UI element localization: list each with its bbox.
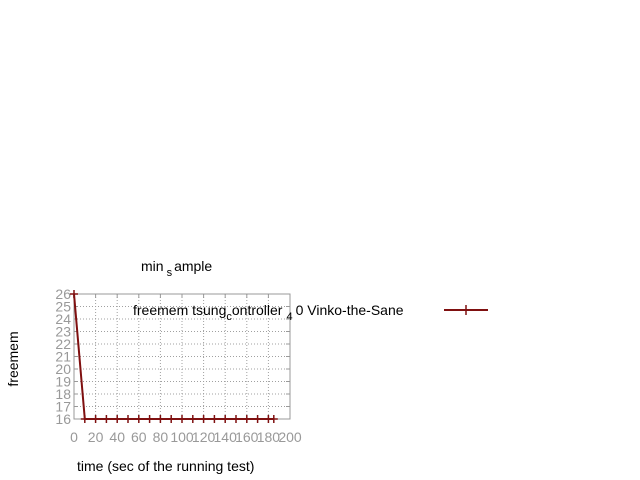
legend: freemem tsungcontroller 4 0 Vinko-the-Sane: [133, 302, 488, 323]
data-point: [124, 415, 132, 423]
y-tick-label: 17: [55, 399, 71, 415]
y-tick-label: 21: [55, 349, 71, 365]
x-tick-label: 100: [170, 429, 194, 445]
data-point: [80, 415, 89, 423]
y-tick-label: 20: [55, 361, 71, 377]
data-point: [210, 415, 219, 423]
x-tick-label: 60: [131, 429, 147, 445]
x-tick-label: 20: [88, 429, 104, 445]
data-point: [221, 415, 230, 423]
x-tick-label: 0: [70, 429, 78, 445]
data-point: [242, 415, 251, 423]
x-tick-label: 140: [214, 429, 238, 445]
y-tick-label: 24: [55, 311, 71, 327]
data-point: [145, 415, 154, 423]
data-point: [134, 415, 143, 423]
x-tick-label: 160: [235, 429, 259, 445]
data-point: [253, 415, 262, 423]
data-point: [188, 415, 197, 423]
y-tick-label: 19: [55, 374, 71, 390]
x-tick-label: 200: [278, 429, 302, 445]
y-tick-label: 23: [55, 324, 71, 340]
y-tick-label: 26: [55, 286, 71, 302]
x-tick-label: 180: [257, 429, 281, 445]
x-tick-label: 40: [109, 429, 125, 445]
data-point: [167, 415, 176, 423]
legend-label: freemem tsungcontroller 4 0 Vinko-the-Sane: [133, 302, 404, 323]
data-point: [70, 290, 78, 298]
data-point: [91, 415, 100, 423]
grid: [74, 294, 290, 419]
x-axis-label: time (sec of the running test): [77, 458, 254, 474]
chart-title: min s ample: [141, 258, 212, 279]
data-point: [178, 415, 186, 423]
data-point: [102, 415, 111, 423]
data-point: [269, 415, 278, 423]
y-tick-label: 18: [55, 386, 71, 402]
y-tick-label: 22: [55, 336, 71, 352]
data-point: [113, 415, 122, 423]
data-point: [199, 415, 208, 423]
data-point: [156, 415, 165, 423]
y-tick-label: 25: [55, 299, 71, 315]
y-axis-label: freemem: [5, 331, 21, 386]
y-tick-label: 16: [55, 411, 71, 427]
x-tick-label: 120: [192, 429, 216, 445]
x-tick-label: 80: [153, 429, 169, 445]
data-point: [232, 415, 240, 423]
series-freemem: [70, 290, 278, 423]
